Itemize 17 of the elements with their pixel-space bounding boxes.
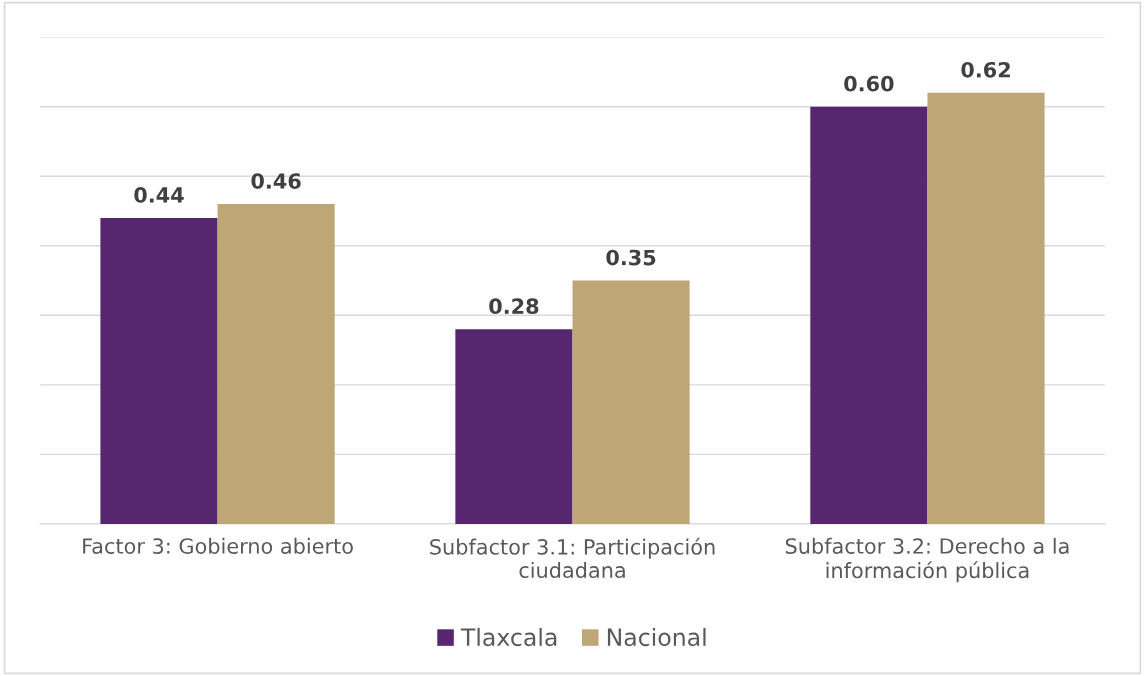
data-label: 0.44 [134, 187, 184, 203]
legend-label: Tlaxcala [460, 627, 557, 647]
x-tick-label: Factor 3: Gobierno abierto [83, 537, 353, 554]
data-label: 0.62 [961, 61, 1010, 78]
data-label: 0.60 [844, 75, 894, 92]
bar [100, 217, 218, 524]
bar [927, 92, 1045, 524]
data-label: 0.35 [606, 249, 656, 266]
bar [810, 106, 928, 524]
data-label: 0.28 [489, 298, 539, 315]
bar [455, 329, 573, 524]
x-tick-label: Subfactor 3.1: Participación ciudadana [430, 537, 715, 579]
data-label: 0.46 [251, 173, 301, 189]
bar [572, 280, 690, 524]
legend-label: Nacional [607, 627, 706, 647]
bar [217, 204, 335, 524]
x-tick-label: Subfactor 3.2: Derecho a la información pública [785, 537, 1069, 583]
